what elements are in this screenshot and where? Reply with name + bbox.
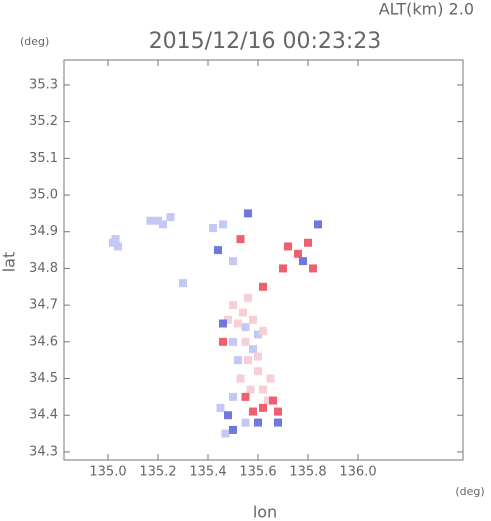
- echo-cell: [236, 374, 245, 383]
- echo-cell: [241, 392, 250, 401]
- echo-cell: [229, 392, 237, 401]
- echo-cell: [159, 220, 167, 229]
- echo-cell: [234, 356, 242, 365]
- echo-cell: [299, 257, 307, 266]
- echo-cell: [114, 242, 122, 251]
- echo-cell: [284, 242, 292, 251]
- echo-cell: [254, 352, 262, 361]
- x-tick-label: 135.2: [139, 465, 176, 480]
- echo-cell: [241, 418, 250, 427]
- echo-cell: [254, 367, 262, 376]
- echo-cell: [224, 315, 232, 324]
- y-axis-label: lat: [0, 252, 19, 273]
- y-tick-label: 35.0: [29, 188, 58, 203]
- echo-cell: [224, 411, 232, 420]
- echo-cell: [236, 235, 245, 244]
- echo-cell: [244, 356, 252, 365]
- x-tick-label: 135.6: [239, 465, 276, 480]
- echo-cell: [259, 326, 267, 335]
- echo-cell: [294, 249, 302, 258]
- echo-cell: [216, 403, 225, 412]
- plot-frame: [63, 59, 464, 461]
- echo-cell: [259, 282, 267, 291]
- chart-title: 2015/12/16 00:23:23: [149, 29, 382, 54]
- echo-cell: [214, 246, 222, 255]
- echo-cell: [249, 315, 257, 324]
- x-unit: (deg): [455, 485, 484, 498]
- y-tick-label: 35.1: [29, 151, 58, 166]
- subtitle: ALT(km) 2.0: [379, 0, 474, 19]
- echo-cell: [179, 279, 187, 288]
- y-tick-label: 34.9: [29, 224, 58, 239]
- echo-cell: [274, 418, 282, 427]
- echo-cell: [244, 293, 252, 302]
- echo-cell: [221, 429, 230, 438]
- echo-cell: [246, 385, 255, 394]
- echo-cell: [259, 403, 267, 412]
- echo-cell: [111, 235, 120, 244]
- x-tick-label: 135.4: [189, 465, 226, 480]
- y-tick-label: 35.2: [29, 114, 58, 129]
- echo-cell: [241, 323, 250, 332]
- echo-cell: [219, 220, 227, 229]
- x-axis-label: lon: [253, 503, 277, 521]
- echo-cell: [154, 216, 162, 225]
- echo-cell: [229, 257, 237, 266]
- echo-cell: [234, 319, 242, 328]
- y-tick-label: 34.3: [29, 444, 58, 459]
- echo-cell: [279, 264, 287, 273]
- y-tick-label: 34.6: [29, 334, 58, 349]
- x-tick-label: 135.8: [289, 465, 326, 480]
- echo-cell: [254, 418, 262, 427]
- echo-cell: [219, 337, 227, 346]
- echo-cell: [264, 396, 272, 405]
- echo-cell: [314, 220, 322, 229]
- echo-cell: [146, 216, 155, 225]
- echo-cell: [259, 385, 267, 394]
- echo-cell: [249, 407, 257, 416]
- y-tick-label: 34.4: [29, 408, 58, 423]
- echo-cell: [229, 337, 237, 346]
- echo-cell: [209, 224, 217, 233]
- echo-cell: [254, 330, 262, 339]
- echo-cell: [219, 319, 227, 328]
- y-tick-label: 35.3: [29, 77, 58, 92]
- echo-cell: [244, 209, 252, 218]
- echo-cell: [239, 308, 247, 317]
- echo-cell: [309, 264, 317, 273]
- echo-cell: [304, 238, 312, 247]
- echo-cell: [166, 213, 175, 222]
- y-tick-label: 34.8: [29, 261, 58, 276]
- echo-cell: [249, 345, 257, 354]
- x-tick-label: 136.0: [339, 465, 376, 480]
- echo-cell: [229, 301, 237, 310]
- y-unit: (deg): [20, 35, 49, 48]
- echo-cell: [229, 425, 237, 434]
- echo-cell: [274, 407, 282, 416]
- echo-cell: [266, 374, 275, 383]
- echo-cell: [241, 337, 250, 346]
- x-tick-label: 135.0: [89, 465, 126, 480]
- y-tick-label: 34.5: [29, 371, 58, 386]
- echo-cell: [269, 396, 277, 405]
- y-tick-label: 34.7: [29, 298, 58, 313]
